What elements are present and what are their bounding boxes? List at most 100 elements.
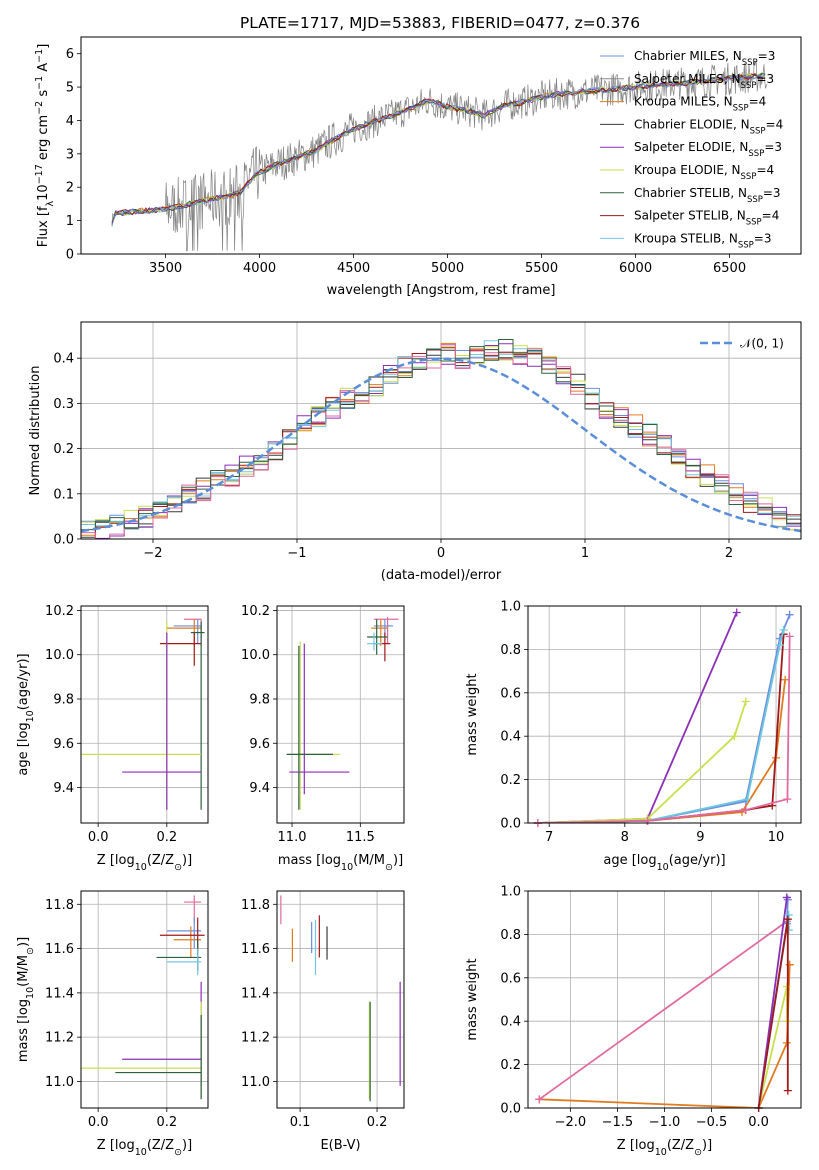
age-vs-mass-panel: 11.0 11.5 9.4 9.6 9.8 10.0 10.2 mass [log10(M/M… [241, 604, 405, 873]
x-tick-label: 0.2 [156, 830, 177, 845]
legend-label: Chabrier STELIB, NSSP=3 [634, 186, 781, 205]
y-tick-label: 4 [66, 114, 74, 129]
y-tick-label: 0.0 [500, 817, 521, 832]
mass-weight-marker [782, 1017, 791, 1026]
y-tick-label: 2 [66, 181, 74, 196]
mass-weight-line [537, 614, 791, 823]
axes-frame [80, 605, 209, 824]
mass-weight-marker [775, 641, 784, 650]
y-tick-label: 3 [66, 147, 74, 162]
x-tick-label: 0.2 [156, 1115, 177, 1130]
y-tick-label: 9.4 [249, 781, 270, 796]
age-y-axis-label: age [log10(age/yr)] [16, 653, 36, 775]
x-tick-label: 11.5 [346, 830, 375, 845]
mass-y-axis-label: mass [log10(M/M⊙)] [16, 937, 36, 1062]
mass-weight-line [537, 612, 738, 823]
mass-weight-y-axis-label: mass weight [465, 958, 480, 1040]
y-tick-label: 0.0 [53, 533, 74, 548]
histogram-step-line [81, 339, 801, 531]
mass-weight-marker [783, 915, 792, 924]
x-tick-label: 4500 [337, 261, 370, 276]
y-tick-label: 0.4 [53, 352, 74, 367]
x-tick-label: 1 [581, 546, 589, 561]
x-tick-label: 9 [696, 830, 704, 845]
mass-weight-marker [743, 795, 752, 804]
y-tick-label: 1.0 [500, 600, 521, 615]
mass-weight-marker [784, 910, 793, 919]
legend-label: Salpeter STELIB, NSSP=4 [634, 209, 779, 228]
y-tick-label: 9.6 [249, 737, 270, 752]
axes-frame [527, 605, 802, 824]
y-tick-label: 11.2 [45, 1031, 74, 1046]
x-tick-label: −2 [143, 546, 162, 561]
normal-distribution-line [81, 357, 801, 533]
y-tick-label: 11.6 [241, 942, 270, 957]
y-tick-label: 0.4 [500, 1015, 521, 1030]
y-tick-label: 0.6 [500, 686, 521, 701]
x-tick-label: 0.0 [88, 830, 109, 845]
y-tick-label: 9.4 [53, 781, 74, 796]
x-tick-label: 5000 [431, 261, 464, 276]
spectrum-y-axis-label: Flux [fλ10−17 erg cm−2 s−1 A−1] [34, 44, 56, 248]
mw-z-x-axis-label: Z [log10(Z/Z⊙)] [617, 1138, 712, 1158]
mass-weight-vs-age-panel: 7 8 9 10 0.0 0.2 0.4 0.6 0.8 1.0 mass weight age [l… [465, 600, 802, 873]
x-tick-label: 2 [725, 546, 733, 561]
mass-weight-marker [785, 610, 794, 619]
legend-label: 𝒩(0, 1) [740, 337, 784, 351]
y-tick-label: 11.6 [45, 942, 74, 957]
y-tick-label: 10.0 [45, 648, 74, 663]
x-tick-label: 10 [768, 830, 785, 845]
axes-frame [527, 890, 802, 1109]
y-tick-label: 5 [66, 81, 74, 96]
y-tick-label: 11.2 [241, 1031, 270, 1046]
axes-frame [80, 321, 802, 540]
age-z-x-axis-label: Z [log10(Z/Z⊙)] [97, 853, 192, 873]
legend-label: Kroupa MILES, NSSP=4 [634, 95, 766, 114]
mass-vs-extinction-panel: 0.1 0.2 11.0 11.2 11.4 11.6 11.8 E(B-V) [241, 890, 405, 1153]
x-tick-label: 0.1 [290, 1115, 311, 1130]
age-mass-x-axis-label: mass [log10(M/M⊙)] [278, 853, 403, 873]
x-tick-label: 11.0 [278, 830, 307, 845]
spectrum-model-line [111, 74, 766, 226]
spectrum-x-axis-label: wavelength [Angstrom, rest frame] [327, 283, 556, 298]
legend-label: Salpeter MILES, NSSP=3 [634, 72, 774, 91]
mass-weight-marker [782, 1038, 791, 1047]
mass-weight-marker [535, 1095, 544, 1104]
x-tick-label: −1 [287, 546, 306, 561]
histogram-y-axis-label: Normed distribution [28, 366, 43, 496]
mass-weight-marker [741, 697, 750, 706]
x-tick-label: 7 [545, 830, 553, 845]
y-tick-label: 0.1 [53, 487, 74, 502]
y-tick-label: 11.0 [45, 1075, 74, 1090]
x-tick-label: 4000 [243, 261, 276, 276]
x-tick-label: 0.0 [88, 1115, 109, 1130]
y-tick-label: 0.6 [500, 971, 521, 986]
y-tick-label: 11.8 [45, 898, 74, 913]
mass-weight-marker [741, 805, 750, 814]
legend-label: Salpeter ELODIE, NSSP=3 [634, 140, 782, 159]
y-tick-label: 11.8 [241, 898, 270, 913]
y-tick-label: 9.8 [53, 693, 74, 708]
x-tick-label: −1.5 [602, 1115, 634, 1130]
mass-weight-marker [730, 732, 739, 741]
y-tick-label: 9.8 [249, 693, 270, 708]
x-tick-label: −0.5 [696, 1115, 728, 1130]
legend-label: Kroupa STELIB, NSSP=3 [634, 231, 772, 250]
y-tick-label: 10.0 [241, 648, 270, 663]
y-tick-label: 0.0 [500, 1102, 521, 1117]
y-tick-label: 1.0 [500, 885, 521, 900]
histogram-x-axis-label: (data-model)/error [381, 568, 502, 583]
y-tick-label: 9.6 [53, 737, 74, 752]
y-tick-label: 0 [66, 248, 74, 263]
mass-weight-marker [785, 632, 794, 641]
y-tick-label: 11.0 [241, 1075, 270, 1090]
age-vs-metallicity-panel: 0.0 0.2 9.4 9.6 9.8 10.0 10.2 Z [log10(Z/Z⊙)] ag… [16, 604, 209, 873]
y-tick-label: 0.2 [500, 773, 521, 788]
y-tick-label: 11.4 [241, 986, 270, 1001]
mass-weight-line [538, 920, 788, 1101]
y-tick-label: 0.4 [500, 730, 521, 745]
mass-weight-line [757, 919, 789, 1108]
axes-frame [276, 605, 405, 824]
x-tick-label: −2.0 [555, 1115, 587, 1130]
